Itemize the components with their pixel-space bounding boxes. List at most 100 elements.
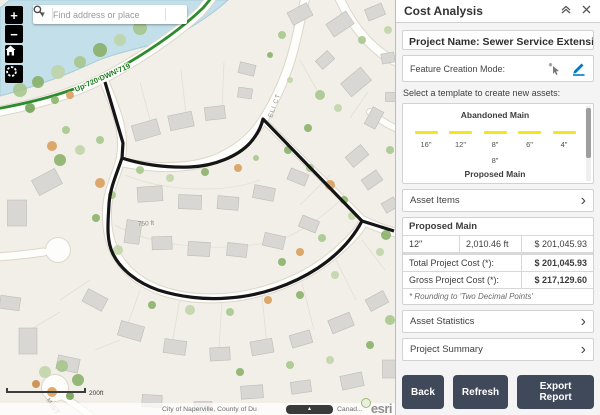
template-picker: Abandoned Main 16" 12" 8" 6" 4" 8" Proposed Mai… xyxy=(402,103,594,184)
template-line-symbol xyxy=(449,131,472,135)
search-input[interactable] xyxy=(53,9,165,20)
select-mode-button[interactable] xyxy=(548,62,562,76)
attribution-expander[interactable]: ▴ xyxy=(286,405,333,414)
esri-logo: esri xyxy=(360,398,393,415)
house xyxy=(363,106,385,130)
cost-table-row: 12" 2,010.46 ft $ 201,045.93 xyxy=(403,236,593,253)
attribution-text-left: City of Naperville, County of Du xyxy=(162,406,257,413)
template-line-symbol xyxy=(483,131,507,135)
action-buttons: Back Refresh Export Report xyxy=(402,375,594,409)
house xyxy=(339,371,365,391)
house xyxy=(364,2,386,22)
tree xyxy=(32,380,40,388)
template-item[interactable]: 4" xyxy=(548,125,580,153)
parcel-line xyxy=(299,59,319,93)
home-button[interactable] xyxy=(5,45,23,63)
house xyxy=(261,231,287,251)
asset-items-section[interactable]: Asset Items › xyxy=(402,189,594,212)
esri-globe-icon xyxy=(360,398,371,408)
tree xyxy=(236,368,244,376)
back-button[interactable]: Back xyxy=(402,375,444,409)
tree xyxy=(381,230,391,240)
map-layers xyxy=(0,0,395,415)
cost-table-rows: 12" 2,010.46 ft $ 201,045.93 xyxy=(403,236,593,253)
template-item[interactable]: 16" xyxy=(410,125,442,153)
template-item[interactable]: 12" xyxy=(445,125,477,153)
template-line-symbol xyxy=(518,131,541,135)
search-divider2 xyxy=(165,8,166,21)
template-item[interactable]: 8" xyxy=(479,125,511,153)
double-chevron-up-icon xyxy=(561,5,571,14)
scale-bar-label: 200ft xyxy=(89,390,104,397)
locate-button[interactable] xyxy=(5,65,23,83)
house xyxy=(18,327,38,355)
smart-cursor-icon xyxy=(548,62,559,75)
parcel-line xyxy=(218,299,223,351)
house xyxy=(209,346,231,362)
cost-table-totals: Total Project Cost (*): $ 201,045.93 Gross… xyxy=(403,253,593,289)
chevron-right-icon: › xyxy=(580,340,586,358)
parcel-line xyxy=(261,295,268,346)
map-canvas[interactable]: Up-720 DWN-719 ELI CT MIST 750 ft ▼ + − … xyxy=(0,0,395,415)
template-group-title: Abandoned Main xyxy=(460,110,530,121)
template-item[interactable]: 6" xyxy=(514,125,546,153)
tree xyxy=(318,234,326,242)
cost-table-cell: 2,010.46 ft xyxy=(459,236,521,252)
house xyxy=(382,359,395,379)
tree xyxy=(376,248,384,256)
tree xyxy=(92,214,100,222)
parcel-line xyxy=(59,279,91,301)
house xyxy=(237,86,253,100)
parcel-line xyxy=(361,239,386,271)
close-panel-button[interactable] xyxy=(576,5,596,17)
house xyxy=(151,235,173,251)
tree xyxy=(226,308,234,316)
template-scrollbar-thumb[interactable] xyxy=(586,108,591,159)
house xyxy=(226,242,248,258)
template-item-label: 16" xyxy=(420,140,432,150)
tree xyxy=(32,76,44,88)
cost-total-row: Gross Project Cost (*): $ 217,129.60 xyxy=(403,272,593,289)
refresh-button[interactable]: Refresh xyxy=(452,375,509,409)
asset-statistics-section[interactable]: Asset Statistics › xyxy=(402,310,594,333)
search-icon[interactable] xyxy=(33,5,187,24)
project-summary-section[interactable]: Project Summary › xyxy=(402,338,594,361)
template-groups: Abandoned Main 16" 12" 8" 6" 4" 8" Proposed Mai… xyxy=(406,110,584,183)
house xyxy=(380,51,395,65)
proposed-sewer-line xyxy=(121,117,364,223)
utility-line xyxy=(0,0,212,110)
tree xyxy=(331,271,339,279)
tree xyxy=(315,90,325,100)
parcel-line xyxy=(335,259,357,301)
tree xyxy=(66,91,74,99)
house xyxy=(167,110,195,132)
tree xyxy=(114,34,126,46)
tree xyxy=(51,65,65,79)
tree xyxy=(93,43,107,57)
zoom-out-button[interactable]: − xyxy=(5,25,23,43)
tree xyxy=(185,305,195,315)
house xyxy=(216,195,240,211)
cost-total-label: Gross Project Cost (*): xyxy=(409,275,500,285)
template-item-label: 4" xyxy=(560,140,568,150)
house xyxy=(327,311,355,335)
template-item-label[interactable]: 8" xyxy=(491,156,499,166)
feature-creation-mode-row: Feature Creation Mode: xyxy=(402,55,594,83)
tree xyxy=(136,166,144,174)
rounding-note: * Rounding to 'Two Decimal Points' xyxy=(409,292,533,301)
tree xyxy=(366,341,374,349)
tree xyxy=(234,164,242,172)
parcel-line xyxy=(124,174,261,190)
draw-mode-button[interactable] xyxy=(571,61,586,76)
export-report-button[interactable]: Export Report xyxy=(517,375,594,409)
cost-analysis-panel: Cost Analysis Project Name: Sewer Servic… xyxy=(395,0,600,415)
collapse-panel-button[interactable] xyxy=(556,5,576,17)
tree xyxy=(384,26,392,34)
template-item-label: 8" xyxy=(491,140,499,150)
tree xyxy=(296,248,304,256)
zoom-in-button[interactable]: + xyxy=(5,6,23,24)
attribution-bar: City of Naperville, County of Du ▴ Canad… xyxy=(0,403,395,415)
edit-pencil-icon xyxy=(573,63,585,76)
tree xyxy=(264,296,272,304)
